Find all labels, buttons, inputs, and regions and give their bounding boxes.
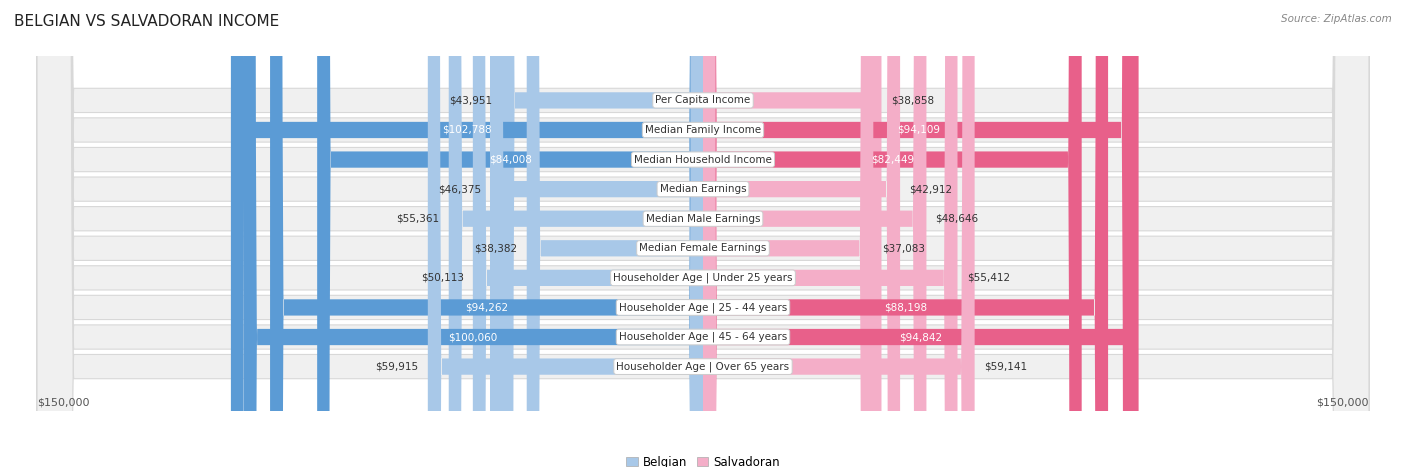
- FancyBboxPatch shape: [703, 0, 927, 467]
- Text: $102,788: $102,788: [441, 125, 492, 135]
- Text: $43,951: $43,951: [449, 95, 492, 106]
- FancyBboxPatch shape: [703, 0, 1139, 467]
- Text: Median Household Income: Median Household Income: [634, 155, 772, 164]
- FancyBboxPatch shape: [427, 0, 703, 467]
- Text: $94,262: $94,262: [465, 303, 508, 312]
- FancyBboxPatch shape: [472, 0, 703, 467]
- FancyBboxPatch shape: [37, 0, 1369, 467]
- Text: $55,361: $55,361: [396, 214, 440, 224]
- Text: $38,382: $38,382: [474, 243, 517, 253]
- FancyBboxPatch shape: [37, 0, 1369, 467]
- FancyBboxPatch shape: [449, 0, 703, 467]
- FancyBboxPatch shape: [491, 0, 703, 467]
- FancyBboxPatch shape: [37, 0, 1369, 467]
- FancyBboxPatch shape: [501, 0, 703, 467]
- Text: BELGIAN VS SALVADORAN INCOME: BELGIAN VS SALVADORAN INCOME: [14, 14, 280, 29]
- Text: $50,113: $50,113: [420, 273, 464, 283]
- Text: Source: ZipAtlas.com: Source: ZipAtlas.com: [1281, 14, 1392, 24]
- Text: $94,109: $94,109: [897, 125, 941, 135]
- FancyBboxPatch shape: [703, 0, 1081, 467]
- FancyBboxPatch shape: [703, 0, 1135, 467]
- FancyBboxPatch shape: [703, 0, 900, 467]
- FancyBboxPatch shape: [37, 0, 1369, 467]
- FancyBboxPatch shape: [37, 0, 1369, 467]
- FancyBboxPatch shape: [270, 0, 703, 467]
- FancyBboxPatch shape: [703, 0, 974, 467]
- Text: Median Female Earnings: Median Female Earnings: [640, 243, 766, 253]
- Text: Householder Age | 25 - 44 years: Householder Age | 25 - 44 years: [619, 302, 787, 313]
- Text: Householder Age | 45 - 64 years: Householder Age | 45 - 64 years: [619, 332, 787, 342]
- FancyBboxPatch shape: [703, 0, 882, 467]
- FancyBboxPatch shape: [37, 0, 1369, 467]
- Text: Median Family Income: Median Family Income: [645, 125, 761, 135]
- FancyBboxPatch shape: [703, 0, 1108, 467]
- Legend: Belgian, Salvadoran: Belgian, Salvadoran: [626, 456, 780, 467]
- Text: Median Male Earnings: Median Male Earnings: [645, 214, 761, 224]
- FancyBboxPatch shape: [37, 0, 1369, 467]
- Text: $46,375: $46,375: [437, 184, 481, 194]
- Text: Householder Age | Over 65 years: Householder Age | Over 65 years: [616, 361, 790, 372]
- FancyBboxPatch shape: [37, 0, 1369, 467]
- Text: $88,198: $88,198: [884, 303, 927, 312]
- Text: $55,412: $55,412: [967, 273, 1010, 283]
- FancyBboxPatch shape: [703, 0, 873, 467]
- Text: $94,842: $94,842: [900, 332, 942, 342]
- Text: $100,060: $100,060: [449, 332, 498, 342]
- Text: $48,646: $48,646: [935, 214, 979, 224]
- Text: $59,915: $59,915: [375, 361, 419, 372]
- Text: $37,083: $37,083: [883, 243, 925, 253]
- Text: Per Capita Income: Per Capita Income: [655, 95, 751, 106]
- FancyBboxPatch shape: [318, 0, 703, 467]
- FancyBboxPatch shape: [703, 0, 957, 467]
- Text: Householder Age | Under 25 years: Householder Age | Under 25 years: [613, 273, 793, 283]
- Text: Median Earnings: Median Earnings: [659, 184, 747, 194]
- Text: $84,008: $84,008: [489, 155, 531, 164]
- FancyBboxPatch shape: [231, 0, 703, 467]
- FancyBboxPatch shape: [243, 0, 703, 467]
- FancyBboxPatch shape: [37, 0, 1369, 467]
- Text: $42,912: $42,912: [910, 184, 952, 194]
- FancyBboxPatch shape: [37, 0, 1369, 467]
- Text: $82,449: $82,449: [870, 155, 914, 164]
- Text: $38,858: $38,858: [890, 95, 934, 106]
- Text: $59,141: $59,141: [984, 361, 1026, 372]
- Text: $150,000: $150,000: [37, 397, 90, 408]
- FancyBboxPatch shape: [527, 0, 703, 467]
- Text: $150,000: $150,000: [1316, 397, 1369, 408]
